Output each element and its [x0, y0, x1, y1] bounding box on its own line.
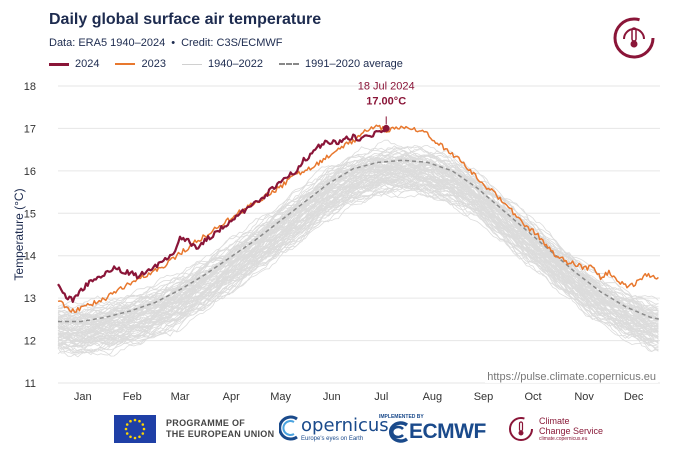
history-line [57, 189, 659, 357]
c3s-url: climate.copernicus.eu [539, 436, 588, 442]
y-tick-label-14: 14 [24, 251, 36, 263]
c3s-footer-logo: Climate Change Service climate.copernicu… [508, 416, 603, 442]
y-axis-label: Temperature (°C) [12, 188, 26, 280]
history-line [58, 176, 659, 344]
eu-text-line1: PROGRAMME OF [166, 418, 246, 428]
history-line [57, 163, 659, 333]
legend-label-history: 1940–2022 [207, 58, 264, 70]
ecmwf-wave-icon [388, 421, 409, 443]
legend-label-2024: 2024 [75, 58, 100, 70]
history-line [57, 179, 659, 347]
y-tick-label-15: 15 [24, 208, 36, 220]
chart-title: Daily global surface air temperature [49, 11, 322, 28]
x-tick-label-dec: Dec [624, 391, 644, 403]
legend-swatch-average [279, 63, 300, 65]
legend-swatch-history [181, 63, 202, 65]
c3s-thermometer-logo-icon [613, 17, 655, 59]
y-tick-label-11: 11 [25, 378, 36, 390]
ecmwf-implemented-by: IMPLEMENTED BY [379, 414, 424, 420]
y-tick-label-16: 16 [24, 166, 36, 178]
chart-subtitle: Data: ERA5 1940–2024 • Credit: C3S/ECMWF [49, 37, 283, 49]
copernicus-wordmark: opernicus [301, 414, 389, 436]
x-tick-label-jan: Jan [74, 391, 92, 403]
y-tick-label-12: 12 [24, 336, 36, 348]
history-line [57, 167, 659, 337]
x-tick-label-sep: Sep [474, 391, 494, 403]
source-url[interactable]: https://pulse.climate.copernicus.eu [485, 371, 658, 383]
legend-label-average: 1991–2020 average [305, 58, 403, 70]
legend-label-2023: 2023 [141, 58, 166, 70]
eu-programme-logo: PROGRAMME OF THE EUROPEAN UNION [114, 415, 274, 443]
x-tick-label-jul: Jul [374, 391, 388, 403]
average-1991-2020-line [58, 159, 661, 323]
history-line [57, 144, 659, 309]
history-line [58, 170, 659, 341]
c3s-footer-icon [509, 417, 533, 441]
x-tick-label-may: May [270, 391, 291, 403]
history-line [57, 139, 659, 309]
history-line [57, 189, 659, 356]
history-line [57, 175, 659, 340]
x-tick-label-jun: Jun [323, 391, 341, 403]
legend-item-2023: 2023 [115, 58, 166, 70]
legend-swatch-2023 [115, 63, 136, 65]
y-tick-label-17: 17 [24, 123, 36, 135]
line-2023 [57, 124, 659, 313]
chart-area: 11 12 13 14 15 16 17 18 Temperature (°C) Jan Feb Ma… [0, 72, 680, 413]
history-line [57, 154, 659, 321]
chart-legend: 2024 2023 1940–2022 1991–2020 average [49, 56, 419, 72]
x-tick-label-feb: Feb [123, 391, 142, 403]
history-line [57, 154, 659, 320]
history-line [57, 163, 659, 330]
history-line [57, 184, 659, 356]
line-2024 [57, 126, 388, 303]
y-tick-label-18: 18 [24, 81, 36, 93]
legend-item-history: 1940–2022 [181, 58, 264, 70]
x-tick-label-aug: Aug [423, 391, 443, 403]
x-tick-label-nov: Nov [574, 391, 594, 403]
copernicus-c-icon [279, 415, 298, 441]
credit-label: Credit: C3S/ECMWF [181, 37, 283, 49]
x-tick-label-mar: Mar [171, 391, 190, 403]
legend-item-2024: 2024 [49, 58, 99, 70]
ecmwf-logo: IMPLEMENTED BY ECMWF [379, 414, 486, 444]
ecmwf-wordmark: ECMWF [409, 420, 486, 443]
annotation-value: 17.00°C [366, 95, 406, 107]
footer-logos: PROGRAMME OF THE EUROPEAN UNION opernicu… [0, 408, 680, 456]
subtitle-separator: • [171, 37, 176, 49]
history-line [57, 146, 659, 318]
c3s-text-line2: Change Service [539, 426, 604, 436]
legend-item-average: 1991–2020 average [279, 58, 403, 70]
temperature-chart: 11 12 13 14 15 16 17 18 Temperature (°C) Jan Feb Ma… [12, 80, 661, 403]
copernicus-logo: opernicus Europe's eyes on Earth [279, 413, 389, 443]
history-lines-1940-2022 [57, 139, 659, 358]
x-tick-label-oct: Oct [524, 391, 541, 403]
eu-flag-icon [114, 415, 156, 443]
data-source-label: Data: ERA5 1940–2024 [49, 37, 166, 49]
y-tick-label-13: 13 [24, 293, 36, 305]
c3s-text-line1: Climate [539, 416, 570, 426]
legend-swatch-2024 [49, 62, 69, 66]
eu-text-line2: THE EUROPEAN UNION [166, 429, 275, 439]
history-line [57, 164, 659, 331]
x-tick-label-apr: Apr [223, 391, 240, 403]
annotation-date: 18 Jul 2024 [358, 80, 415, 92]
annotation-marker [382, 124, 390, 132]
copernicus-tagline: Europe's eyes on Earth [301, 435, 364, 442]
